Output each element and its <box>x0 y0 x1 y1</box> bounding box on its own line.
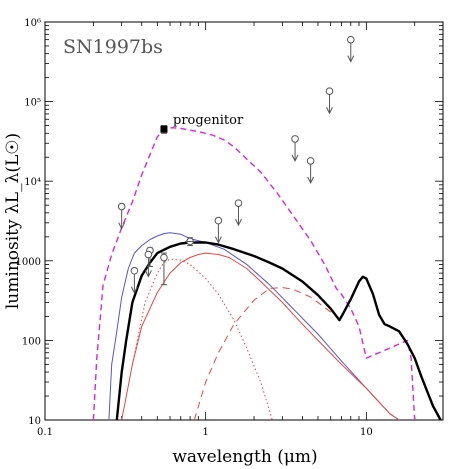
x-axis-label: wavelength (μm) <box>172 447 317 467</box>
model-curve-2 <box>108 232 400 421</box>
y-tick-label: 1000 <box>16 257 41 268</box>
y-axis-label: luminosity λL_λ(L☉) <box>3 133 23 309</box>
model-curve-3 <box>121 252 400 421</box>
y-tick-label: 10⁴ <box>24 177 41 188</box>
upper-limit-point <box>325 87 334 96</box>
x-tick-label: 1 <box>202 427 208 438</box>
model-curve-5 <box>193 287 342 421</box>
upper-limit-point <box>130 266 139 275</box>
upper-limit-arrowhead <box>307 176 315 184</box>
model-curve-1 <box>92 126 416 421</box>
plot-frame <box>44 21 444 421</box>
progenitor-point <box>160 125 168 133</box>
y-tick-label: 10 <box>28 416 41 427</box>
upper-limit-arrowhead <box>235 218 242 227</box>
photometry-markers <box>117 35 355 294</box>
upper-limit-point <box>117 202 126 211</box>
model-curve-4 <box>131 258 273 421</box>
upper-limit-point <box>214 216 223 225</box>
upper-limit-arrowhead <box>130 286 138 294</box>
upper-limit-arrowhead <box>118 222 126 230</box>
x-tick-label: 0.1 <box>37 427 53 438</box>
y-tick-label: 100 <box>22 336 41 347</box>
x-tick-label: 10 <box>360 427 373 438</box>
axis-ticks: 0.1 1 10 10 100 1000 10⁴ 10⁵ 10⁶ <box>16 18 444 438</box>
upper-limit-point <box>144 250 153 259</box>
upper-limit-point <box>291 135 299 143</box>
upper-limit-arrowhead <box>214 236 222 244</box>
upper-limit-arrowhead <box>291 154 299 163</box>
photometry-point <box>160 253 168 262</box>
model-curves <box>92 126 442 421</box>
upper-limit-arrowhead <box>326 107 333 115</box>
upper-limit-arrowhead <box>144 270 152 278</box>
progenitor-label: progenitor <box>173 113 244 128</box>
upper-limit-point <box>306 157 315 165</box>
model-curve-6 <box>115 241 442 421</box>
upper-limit-arrowhead <box>347 55 355 63</box>
y-tick-label: 10⁶ <box>24 18 41 29</box>
upper-limit-point <box>346 35 355 44</box>
upper-limit-point <box>234 199 243 207</box>
object-label: SN1997bs <box>63 36 163 58</box>
y-tick-label: 10⁵ <box>24 98 41 109</box>
